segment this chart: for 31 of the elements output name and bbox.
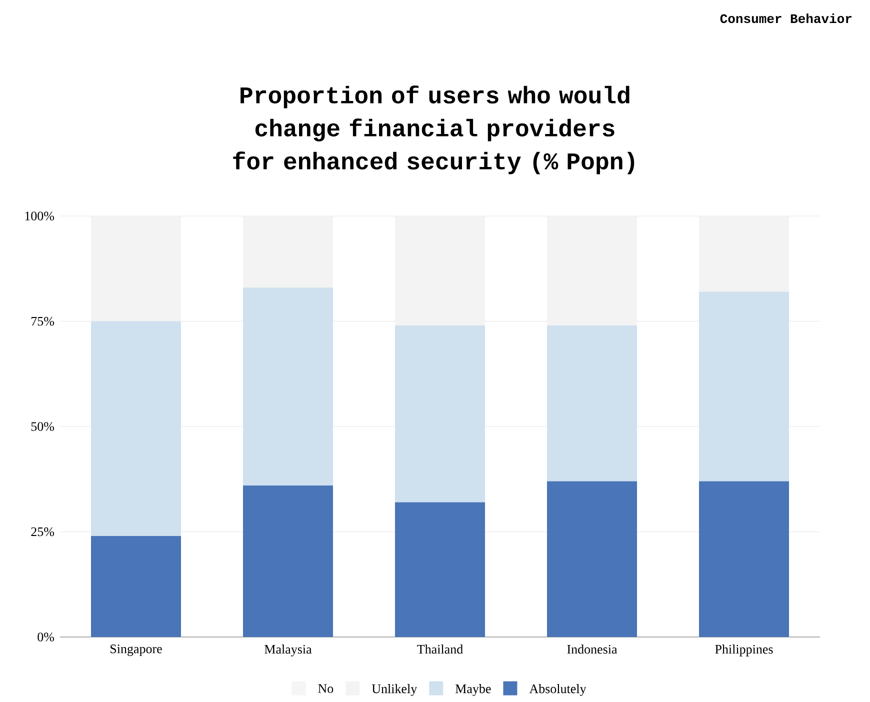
y-tick-label: 50% [31, 422, 54, 431]
bar [395, 325, 486, 502]
legend-label: Unlikely [372, 684, 418, 696]
bar [243, 216, 333, 288]
x-tick-label: Indonesia [567, 644, 618, 654]
legend-label: Absolutely [529, 684, 586, 696]
x-tick-label: Singapore [110, 644, 162, 656]
bar [91, 321, 181, 536]
bar [547, 216, 637, 326]
x-tick-label: Malaysia [264, 644, 312, 656]
bar [243, 288, 333, 486]
legend-label: Maybe [455, 684, 491, 696]
bar [547, 481, 637, 637]
y-tick-label: 25% [31, 527, 54, 536]
y-tick-label: 75% [32, 316, 54, 326]
bar [699, 481, 789, 637]
y-tick-label: 0% [38, 632, 54, 642]
chart-title: Proportion of users who would change financial providers for enhanced security (% Popn) [233, 86, 634, 174]
bar [547, 325, 637, 482]
x-tick-label: Philippines [715, 644, 773, 656]
bar [699, 216, 789, 292]
bar [91, 536, 181, 637]
bar [91, 216, 181, 322]
y-tick-label: 100% [25, 212, 54, 220]
bar [395, 216, 486, 326]
bar [395, 502, 486, 637]
bar [243, 485, 333, 637]
legend-label: No [318, 684, 334, 693]
text: Consumer Behavior [720, 14, 852, 24]
x-tick-label: Thailand [417, 644, 463, 654]
bar [699, 292, 789, 482]
